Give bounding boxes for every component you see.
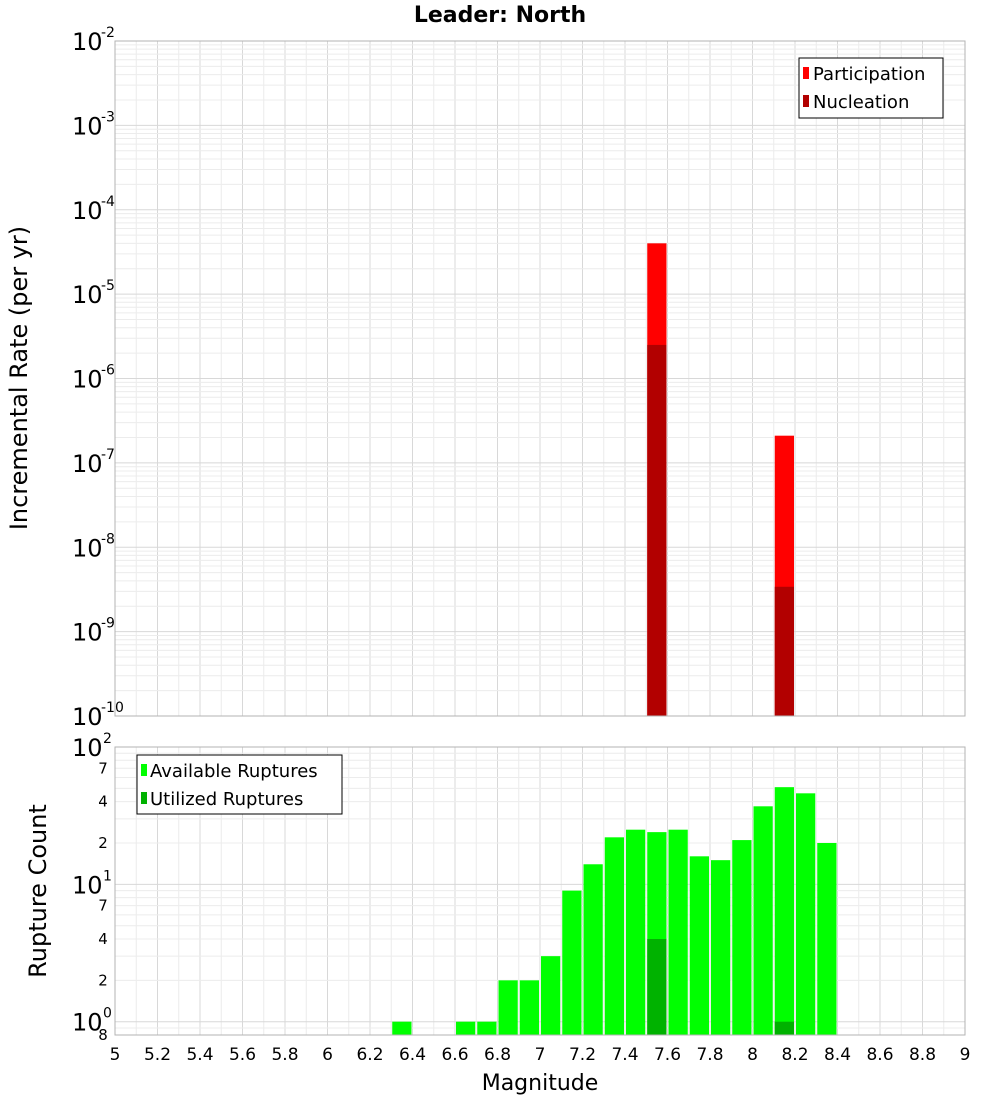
legend-label-nucleation: Nucleation [813,92,909,113]
top-y-tick-exponent: -5 [101,278,115,294]
available-ruptures-bar [689,856,709,1035]
top-panel-y-ticks: 10-210-310-410-510-610-710-810-910-10 [72,25,124,731]
x-tick-label: 7 [535,1045,546,1065]
bottom-y-tick-minor: 7 [98,897,108,915]
x-tick-label: 8.4 [824,1045,851,1065]
available-ruptures-bar [626,829,646,1035]
top-y-tick-base: 10 [72,197,103,225]
top-legend-box [798,57,944,119]
top-y-tick-base: 10 [72,534,103,562]
top-y-tick-exponent: -2 [101,25,115,41]
available-ruptures-bar [541,956,561,1035]
x-tick-label: 8.6 [866,1045,893,1065]
bottom-y-tick-base: 10 [72,734,103,762]
top-y-tick-base: 10 [72,112,103,140]
bottom-panel-bars [392,787,837,1035]
x-axis-ticks: 5 5.2 5.4 5.6 5.8 6 6.2 6.4 6.6 6.8 7 7.2 7.4 7.6 7.8 8… [110,1045,971,1065]
x-tick-label: 5.2 [144,1045,171,1065]
available-ruptures-bar [817,843,837,1035]
legend-swatch-participation [803,67,809,79]
legend-swatch-nucleation [803,95,809,107]
available-ruptures-bar [732,840,752,1035]
x-tick-label: 6.2 [356,1045,383,1065]
x-tick-label: 5.6 [229,1045,256,1065]
x-tick-label: 5 [110,1045,121,1065]
top-y-tick-exponent: -7 [101,447,115,463]
available-ruptures-bar [604,837,624,1035]
bottom-y-tick-minor: 7 [98,759,108,777]
top-y-tick-base: 10 [72,450,103,478]
available-ruptures-bar [519,980,539,1035]
available-ruptures-bar [562,890,582,1035]
x-tick-label: 6 [322,1045,333,1065]
bottom-y-tick-base: 10 [72,871,103,899]
available-ruptures-bar [711,860,731,1035]
available-ruptures-bar [774,787,794,1035]
x-tick-label: 8.2 [781,1045,808,1065]
legend-swatch-utilized-ruptures [141,792,147,804]
bottom-y-tick-minor: 4 [98,793,108,811]
bottom-y-axis-label: Rupture Count [24,804,52,978]
top-y-tick-exponent: -9 [101,616,115,632]
chart-title: Leader: North [414,3,586,28]
top-panel-bars [647,243,794,717]
top-legend: Participation Nucleation [798,57,944,119]
available-ruptures-bar [796,793,816,1035]
top-y-tick-base: 10 [72,366,103,394]
available-ruptures-bar [668,829,688,1035]
top-y-tick-base: 10 [72,703,103,731]
available-ruptures-bar [392,1021,412,1035]
utilized-ruptures-bar [774,1021,794,1035]
available-ruptures-bar [583,864,603,1035]
nucleation-bar [647,344,667,716]
bottom-legend-box [136,754,343,815]
available-ruptures-bar [477,1021,497,1035]
x-axis-label: Magnitude [482,1071,599,1096]
x-tick-label: 6.8 [484,1045,511,1065]
bottom-panel-frame [114,746,966,1036]
legend-label-participation: Participation [813,64,925,85]
available-ruptures-bar [753,806,773,1035]
x-tick-label: 6.4 [399,1045,426,1065]
bottom-y-tick-minor: 8 [98,1026,108,1044]
legend-label-utilized-ruptures: Utilized Ruptures [150,789,303,810]
bottom-y-tick-exponent: 2 [103,731,112,747]
bottom-y-tick-exponent: 0 [103,1006,112,1022]
bottom-legend: Available Ruptures Utilized Ruptures [136,754,343,815]
x-tick-label: 8.8 [909,1045,936,1065]
x-tick-label: 9 [960,1045,971,1065]
x-tick-label: 6.6 [441,1045,468,1065]
top-y-tick-exponent: -3 [101,109,115,125]
available-ruptures-bar [498,980,518,1035]
top-y-tick-exponent: -4 [101,194,115,210]
nucleation-bar [774,586,794,716]
x-tick-label: 5.4 [186,1045,213,1065]
top-panel-grid [114,41,966,717]
x-tick-label: 7.2 [569,1045,596,1065]
x-tick-label: 5.8 [271,1045,298,1065]
top-y-tick-exponent: -8 [101,531,115,547]
legend-swatch-available-ruptures [141,764,147,776]
top-y-tick-base: 10 [72,619,103,647]
top-panel-frame [114,40,966,717]
bottom-y-tick-minor: 4 [98,930,108,948]
x-tick-label: 8 [747,1045,758,1065]
available-ruptures-bar [456,1021,476,1035]
legend-label-available-ruptures: Available Ruptures [150,761,318,782]
x-tick-label: 7.4 [611,1045,638,1065]
x-tick-label: 7.8 [696,1045,723,1065]
top-y-tick-exponent: -6 [101,363,115,379]
bottom-y-tick-exponent: 1 [103,868,112,884]
utilized-ruptures-bar [647,939,667,1035]
bottom-y-tick-base: 10 [72,1009,103,1037]
top-y-axis-label: Incremental Rate (per yr) [5,226,33,530]
top-y-tick-base: 10 [72,281,103,309]
bottom-y-tick-minor: 2 [98,834,108,852]
top-y-tick-base: 10 [72,28,103,56]
bottom-y-tick-minor: 2 [98,971,108,989]
top-y-tick-exponent: -10 [101,700,124,716]
x-tick-label: 7.6 [654,1045,681,1065]
